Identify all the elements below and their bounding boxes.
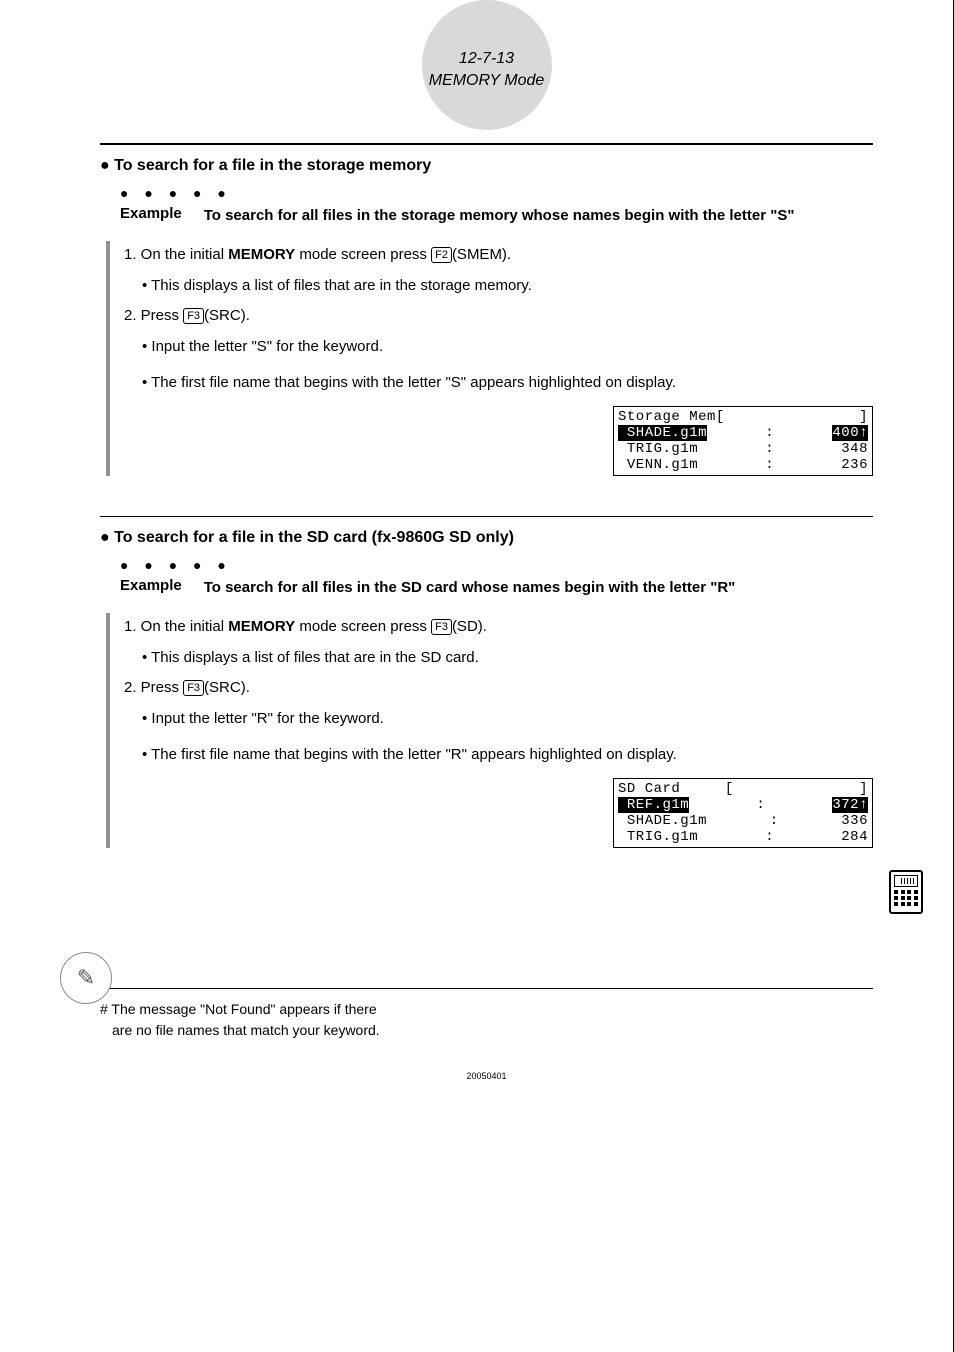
lcd-title-left: Storage Mem[: [618, 409, 725, 425]
lcd-file-name: TRIG.g1m: [618, 829, 698, 845]
lcd-file-name: VENN.g1m: [618, 457, 698, 473]
page-id: 20050401: [100, 1071, 873, 1081]
lcd-sep: :: [756, 797, 765, 813]
section1-title: ● To search for a file in the storage me…: [100, 157, 873, 175]
step1-bold: MEMORY: [228, 618, 295, 635]
pencil-glyph: ✎: [77, 965, 95, 991]
section2-step2-sub2: • The first file name that begins with t…: [142, 741, 873, 770]
lcd-file-size: 236: [841, 457, 868, 473]
f3-key-icon: F3: [431, 619, 452, 635]
header-line1: 12-7-13: [100, 48, 873, 70]
lcd-file-name: SHADE.g1m: [618, 425, 707, 441]
lcd-file-name: SHADE.g1m: [618, 813, 707, 829]
section1-lcd: Storage Mem[ ] SHADE.g1m: 400↑ TRIG.g1m: 3…: [613, 406, 873, 476]
header-line2: MEMORY Mode: [100, 70, 873, 92]
calculator-icon: [889, 870, 923, 914]
section2-steps: 1. On the initial MEMORY mode screen pre…: [106, 613, 873, 848]
footnote-line2: are no file names that match your keywor…: [100, 1020, 440, 1041]
lcd-file-name: REF.g1m: [618, 797, 689, 813]
step1-tail: (SD).: [452, 618, 487, 635]
section2-step1-sub: • This displays a list of files that are…: [142, 644, 873, 673]
page-header: 12-7-13 MEMORY Mode: [100, 20, 873, 93]
lcd-title-left: SD Card [: [618, 781, 734, 797]
lcd-title-right: ]: [859, 781, 868, 797]
lcd-sep: :: [770, 813, 779, 829]
footnote-divider: [100, 988, 873, 989]
section1-step2-sub1: • Input the letter "S" for the keyword.: [142, 333, 873, 362]
section1-step1-sub: • This displays a list of files that are…: [142, 272, 873, 301]
lcd-title-row: Storage Mem[ ]: [618, 409, 868, 425]
lcd-row: TRIG.g1m: 348: [618, 441, 868, 457]
divider-mid: [100, 516, 873, 517]
section2-step1: 1. On the initial MEMORY mode screen pre…: [124, 613, 873, 642]
section1-step1: 1. On the initial MEMORY mode screen pre…: [124, 241, 873, 270]
lcd-row: SHADE.g1m: 336: [618, 813, 868, 829]
lcd-sep: :: [765, 441, 774, 457]
lcd-sep: :: [765, 829, 774, 845]
step2-tail: (SRC).: [204, 307, 250, 324]
lcd-sep: :: [765, 425, 774, 441]
lcd-title-row: SD Card [ ]: [618, 781, 868, 797]
lcd-file-size: 372↑: [832, 797, 868, 813]
section2-step2: 2. Press F3(SRC).: [124, 674, 873, 703]
section2-example: ● ● ● ● ● Example To search for all file…: [120, 557, 873, 600]
f3-key-icon: F3: [183, 308, 204, 324]
example-dots: ● ● ● ● ●: [120, 185, 873, 201]
f3-key-icon: F3: [183, 680, 204, 696]
example-text: To search for all files in the SD card w…: [204, 577, 736, 600]
footnote-text: # The message "Not Found" appears if the…: [100, 999, 440, 1041]
step1-prefix: 1. On the initial: [124, 246, 228, 263]
lcd-row: SHADE.g1m: 400↑: [618, 425, 868, 441]
f2-key-icon: F2: [431, 247, 452, 263]
section1-step2-sub2: • The first file name that begins with t…: [142, 369, 873, 398]
step2-prefix: 2. Press: [124, 679, 183, 696]
example-label: Example: [120, 205, 182, 222]
lcd-row: TRIG.g1m: 284: [618, 829, 868, 845]
section2-lcd: SD Card [ ] REF.g1m: 372↑ SHADE.g1m: 336 T…: [613, 778, 873, 848]
lcd-sep: :: [765, 457, 774, 473]
lcd-file-name: TRIG.g1m: [618, 441, 698, 457]
lcd-row: REF.g1m: 372↑: [618, 797, 868, 813]
lcd-title-right: ]: [859, 409, 868, 425]
example-label: Example: [120, 577, 182, 594]
lcd-file-size: 400↑: [832, 425, 868, 441]
footnote-line1: # The message "Not Found" appears if the…: [100, 999, 440, 1020]
step1-bold: MEMORY: [228, 246, 295, 263]
section1-steps: 1. On the initial MEMORY mode screen pre…: [106, 241, 873, 476]
divider-top: [100, 143, 873, 145]
step1-tail: (SMEM).: [452, 246, 511, 263]
section2-step2-sub1: • Input the letter "R" for the keyword.: [142, 705, 873, 734]
lcd-row: VENN.g1m: 236: [618, 457, 868, 473]
lcd-file-size: 348: [841, 441, 868, 457]
step2-tail: (SRC).: [204, 679, 250, 696]
section1-example: ● ● ● ● ● Example To search for all file…: [120, 185, 873, 228]
pencil-icon: ✎: [60, 952, 112, 1004]
lcd-file-size: 336: [841, 813, 868, 829]
step1-after: mode screen press: [295, 246, 431, 263]
step2-prefix: 2. Press: [124, 307, 183, 324]
step1-prefix: 1. On the initial: [124, 618, 228, 635]
section2-title: ● To search for a file in the SD card (f…: [100, 529, 873, 547]
example-text: To search for all files in the storage m…: [204, 205, 795, 228]
section1-step2: 2. Press F3(SRC).: [124, 302, 873, 331]
lcd-file-size: 284: [841, 829, 868, 845]
step1-after: mode screen press: [295, 618, 431, 635]
example-dots: ● ● ● ● ●: [120, 557, 873, 573]
header-text: 12-7-13 MEMORY Mode: [100, 20, 873, 93]
